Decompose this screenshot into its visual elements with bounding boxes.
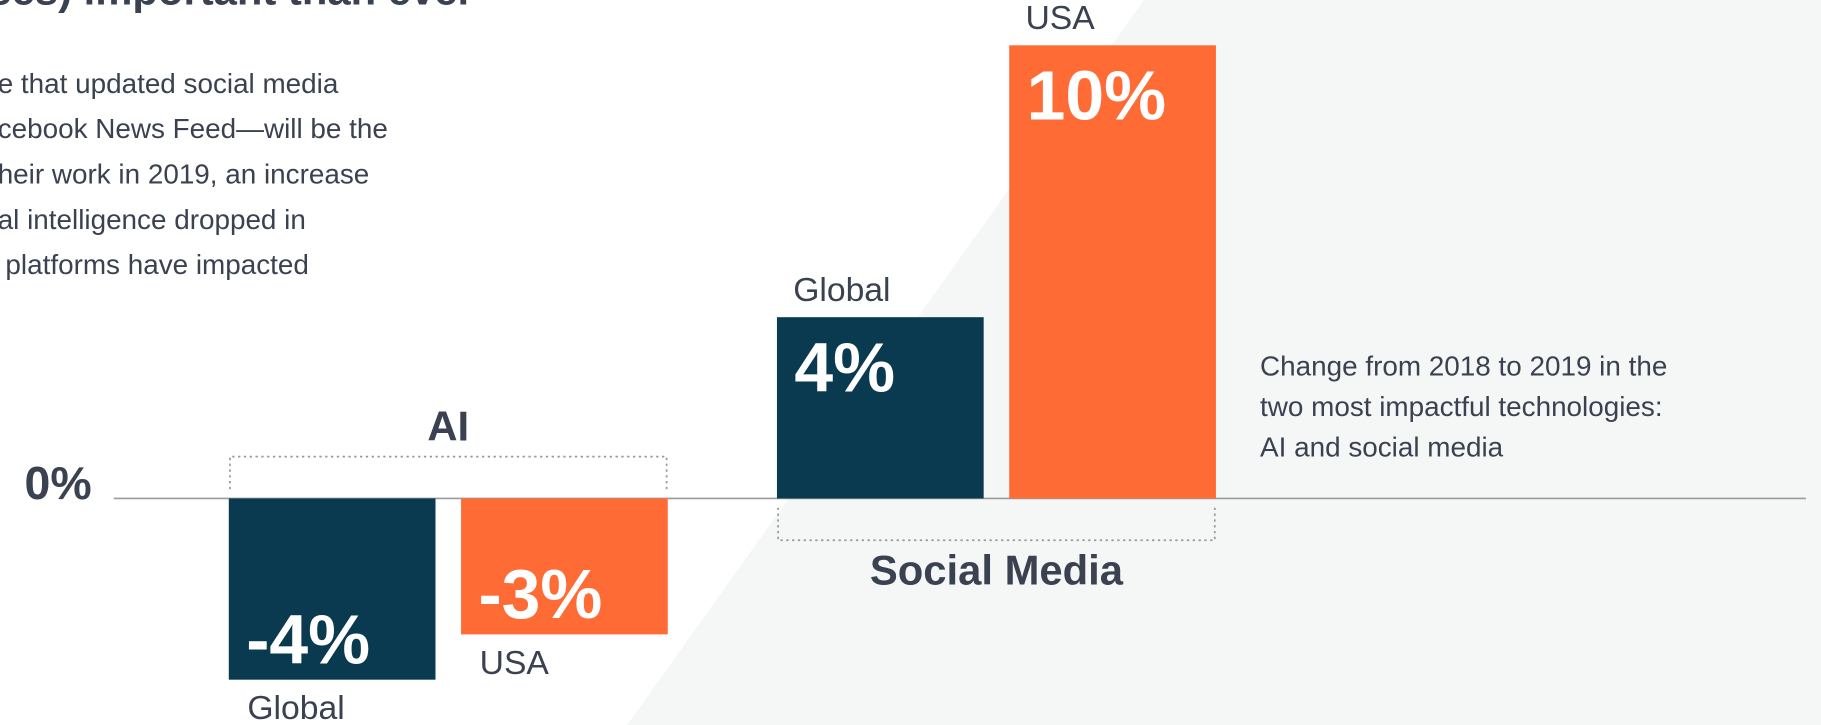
paragraph-line: e that updated social media <box>0 68 339 99</box>
background-shape <box>627 0 1821 725</box>
group-label: Social Media <box>870 546 1124 593</box>
paragraph-line: al intelligence dropped in <box>0 204 306 235</box>
value-label: -3% <box>478 555 602 633</box>
value-label: 10% <box>1027 57 1166 135</box>
group-bracket <box>229 455 668 490</box>
group-label: AI <box>427 402 469 449</box>
bar <box>1009 45 1216 499</box>
paragraph-line: platforms have impacted <box>0 249 309 280</box>
bar <box>461 498 668 635</box>
y-tick-label: 0% <box>25 457 92 509</box>
value-label: 4% <box>794 329 895 407</box>
annotation-line: AI and social media <box>1260 432 1504 463</box>
paragraph-line: cebook News Feed—will be the <box>0 113 388 144</box>
paragraph-line: heir work in 2019, an increase <box>0 159 369 190</box>
annotation-line: Change from 2018 to 2019 in the <box>1260 350 1667 381</box>
value-label: -4% <box>246 600 370 678</box>
annotation-line: two most impactful technologies: <box>1260 391 1663 422</box>
bar <box>228 498 436 680</box>
series-label: USA <box>480 645 550 682</box>
group-bracket <box>777 507 1216 542</box>
bar <box>776 317 984 499</box>
series-label: USA <box>1025 0 1095 37</box>
series-label: Global <box>247 690 344 725</box>
series-label: Global <box>793 272 890 309</box>
page-title: ces) important than ever <box>0 0 474 14</box>
